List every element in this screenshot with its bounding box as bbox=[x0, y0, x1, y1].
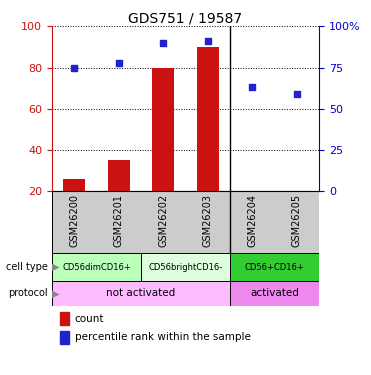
Bar bbox=[152, 68, 174, 232]
Bar bbox=[52, 281, 230, 306]
Text: not activated: not activated bbox=[106, 288, 175, 298]
Bar bbox=[286, 228, 308, 232]
Bar bbox=[230, 253, 319, 281]
Bar bbox=[230, 281, 319, 306]
Text: CD56dimCD16+: CD56dimCD16+ bbox=[62, 262, 131, 272]
Point bbox=[294, 91, 300, 97]
Text: GSM26204: GSM26204 bbox=[247, 194, 257, 248]
Text: GSM26205: GSM26205 bbox=[292, 194, 302, 248]
Bar bbox=[52, 191, 319, 253]
Point bbox=[116, 60, 122, 66]
Text: count: count bbox=[75, 314, 104, 324]
Bar bbox=[52, 253, 141, 281]
Bar bbox=[197, 47, 219, 232]
Bar bbox=[63, 179, 85, 232]
Text: GSM26202: GSM26202 bbox=[158, 194, 168, 248]
Bar bbox=[108, 160, 130, 232]
Text: activated: activated bbox=[250, 288, 299, 298]
Text: percentile rank within the sample: percentile rank within the sample bbox=[75, 333, 250, 342]
Text: GSM26201: GSM26201 bbox=[114, 194, 124, 248]
Text: ▶: ▶ bbox=[52, 262, 59, 272]
Bar bbox=[60, 312, 69, 325]
Bar bbox=[141, 253, 230, 281]
Text: CD56brightCD16-: CD56brightCD16- bbox=[148, 262, 223, 272]
Text: GSM26200: GSM26200 bbox=[69, 194, 79, 248]
Text: CD56+CD16+: CD56+CD16+ bbox=[244, 262, 305, 272]
Point bbox=[249, 84, 255, 90]
Point bbox=[71, 64, 77, 70]
Text: GSM26203: GSM26203 bbox=[203, 194, 213, 248]
Point bbox=[205, 38, 211, 44]
Text: ▶: ▶ bbox=[52, 288, 59, 298]
Text: cell type: cell type bbox=[6, 262, 48, 272]
Title: GDS751 / 19587: GDS751 / 19587 bbox=[128, 11, 243, 25]
Text: protocol: protocol bbox=[9, 288, 48, 298]
Bar bbox=[60, 331, 69, 344]
Bar bbox=[241, 228, 263, 232]
Point bbox=[160, 40, 166, 46]
